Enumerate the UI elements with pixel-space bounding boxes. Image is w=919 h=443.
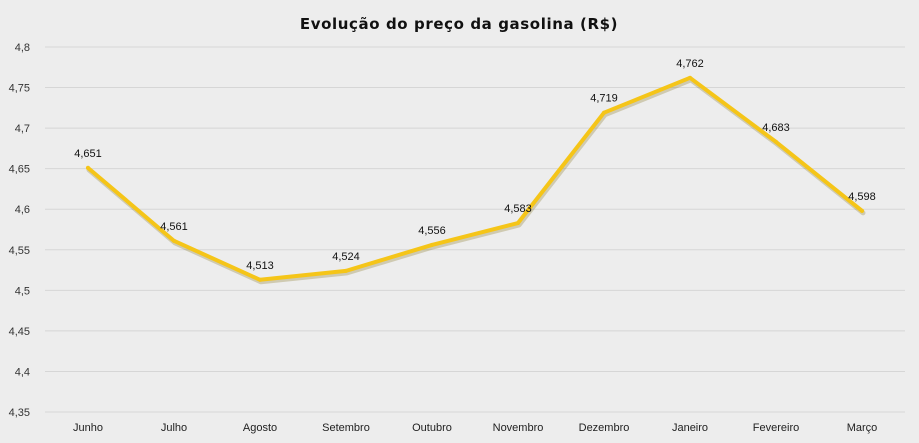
x-tick-label: Agosto [243,422,277,434]
data-point [516,221,520,226]
y-tick-label: 4,35 [9,407,30,419]
data-point [344,268,348,273]
chart-title: Evolução do preço da gasolina (R$) [300,15,618,33]
data-point [430,242,434,247]
data-point [860,208,864,213]
x-tick-label: Fevereiro [753,422,799,434]
x-tick-label: Janeiro [672,422,708,434]
data-point [172,238,176,243]
data-label: 4,524 [332,251,360,263]
x-tick-label: Dezembro [579,422,630,434]
data-label: 4,719 [590,93,618,105]
data-point [774,139,778,144]
x-tick-label: Setembro [322,422,370,434]
gridlines [45,46,905,413]
x-tick-label: Outubro [412,422,452,434]
y-tick-label: 4,8 [15,42,30,54]
x-tick-label: Julho [161,422,187,434]
y-axis-ticks: 4,8 4,75 4,7 4,65 4,6 4,55 4,5 4,45 4,4 4,35 [9,42,30,419]
data-point [688,75,692,80]
y-tick-label: 4,75 [9,83,30,95]
y-tick-label: 4,6 [15,204,30,216]
y-tick-label: 4,5 [15,285,30,297]
x-tick-label: Março [847,422,878,434]
series-line-shadow [86,77,866,285]
y-tick-label: 4,55 [9,245,30,257]
data-label: 4,556 [418,225,446,237]
series-line [86,75,864,282]
data-point [86,165,90,170]
data-label: 4,598 [848,191,876,203]
data-point [258,277,262,282]
y-tick-label: 4,4 [15,366,30,378]
data-label: 4,583 [504,203,532,215]
series-line-group [86,75,866,285]
x-tick-label: Novembro [493,422,544,434]
y-tick-label: 4,45 [9,326,30,338]
x-tick-label: Junho [73,422,103,434]
data-label: 4,683 [762,122,790,134]
data-label: 4,651 [74,148,102,160]
x-axis-ticks: Junho Julho Agosto Setembro Outubro Novembro D… [73,422,877,434]
data-label: 4,513 [246,260,274,272]
y-tick-label: 4,7 [15,123,30,135]
data-point [602,110,606,115]
data-label: 4,561 [160,221,188,233]
y-tick-label: 4,65 [9,164,30,176]
data-labels: 4,651 4,561 4,513 4,524 4,556 4,583 4,719 4,762… [74,58,876,272]
data-label: 4,762 [676,58,704,70]
